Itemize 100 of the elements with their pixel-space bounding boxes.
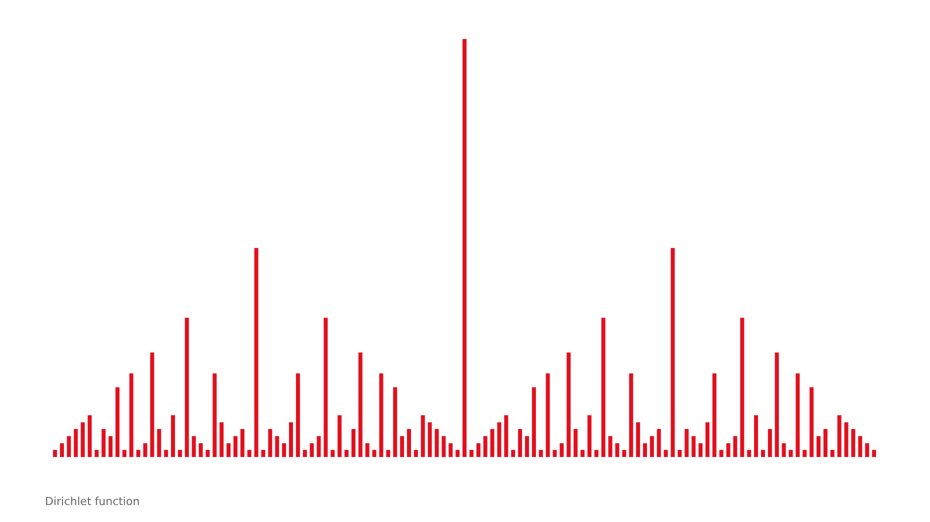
bar <box>212 373 217 457</box>
bar <box>810 387 814 457</box>
bar <box>692 436 696 457</box>
bar <box>434 428 439 457</box>
bar <box>302 450 307 457</box>
bar <box>344 450 349 457</box>
bar <box>330 450 335 457</box>
bar <box>622 450 626 457</box>
bar <box>525 436 529 457</box>
bar <box>386 450 390 457</box>
bar <box>393 387 398 457</box>
bar <box>198 443 203 457</box>
bar <box>538 450 543 457</box>
bar <box>823 428 828 457</box>
bar <box>830 450 834 457</box>
bar <box>712 373 716 457</box>
bar <box>129 373 134 457</box>
bar <box>698 443 703 457</box>
bar <box>560 443 564 457</box>
bar <box>782 443 786 457</box>
bar <box>157 428 162 457</box>
bar <box>670 248 675 457</box>
bar <box>164 450 168 457</box>
bar <box>192 436 196 457</box>
bar <box>178 450 182 457</box>
bar <box>88 415 92 457</box>
bar <box>754 415 758 457</box>
bar <box>66 436 71 457</box>
bar <box>580 450 585 457</box>
bar <box>206 450 210 457</box>
bar <box>518 428 522 457</box>
bar <box>768 428 772 457</box>
bar <box>872 450 876 457</box>
bar <box>788 450 793 457</box>
bar <box>184 318 189 457</box>
bar <box>289 422 293 457</box>
bar <box>552 450 557 457</box>
bar <box>310 443 314 457</box>
bar <box>400 436 404 457</box>
bar <box>448 443 453 457</box>
bar <box>740 318 744 457</box>
bar <box>574 428 578 457</box>
bar <box>171 415 175 457</box>
bar <box>428 422 432 457</box>
bar <box>240 428 244 457</box>
bar <box>546 373 550 457</box>
bar <box>351 428 356 457</box>
bar <box>80 422 85 457</box>
bar <box>150 352 154 457</box>
bar <box>358 352 362 457</box>
bar <box>664 450 668 457</box>
bar <box>532 387 536 457</box>
bar <box>469 450 474 457</box>
bar <box>643 443 647 457</box>
bar <box>851 428 856 457</box>
bar <box>747 450 752 457</box>
bar <box>802 450 807 457</box>
bar <box>379 373 384 457</box>
bar <box>594 450 598 457</box>
bar <box>774 352 779 457</box>
bar <box>483 436 488 457</box>
bar <box>733 436 738 457</box>
bar <box>94 450 99 457</box>
bar <box>324 318 328 457</box>
bar <box>511 450 516 457</box>
bar <box>316 436 321 457</box>
bar <box>476 443 480 457</box>
bar <box>220 422 224 457</box>
bar <box>261 450 266 457</box>
bar <box>566 352 571 457</box>
bar <box>650 436 654 457</box>
text: Dirichlet function <box>45 495 140 508</box>
bar <box>115 387 120 457</box>
bar <box>705 422 710 457</box>
bar <box>122 450 126 457</box>
bar <box>761 450 765 457</box>
bar <box>865 443 870 457</box>
bar <box>102 428 106 457</box>
bar <box>53 450 57 457</box>
bar <box>143 443 148 457</box>
bar <box>608 436 612 457</box>
bar <box>60 443 64 457</box>
bar <box>414 450 418 457</box>
bar <box>656 428 661 457</box>
bar <box>268 428 272 457</box>
bar <box>844 422 848 457</box>
bar <box>365 443 370 457</box>
bar <box>858 436 862 457</box>
bar <box>108 436 113 457</box>
bar <box>74 428 78 457</box>
bar <box>282 443 286 457</box>
bar <box>504 415 508 457</box>
bar <box>726 443 730 457</box>
bar <box>338 415 342 457</box>
bar <box>233 436 238 457</box>
bar <box>490 428 494 457</box>
bar <box>629 373 634 457</box>
bar <box>296 373 300 457</box>
bar <box>636 422 640 457</box>
bar <box>254 248 258 457</box>
